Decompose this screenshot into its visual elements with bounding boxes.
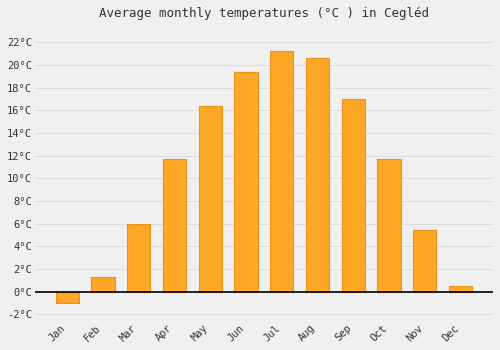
Bar: [270, 51, 293, 292]
Bar: [198, 106, 222, 292]
Bar: [378, 159, 400, 292]
Bar: [163, 159, 186, 292]
Bar: [342, 99, 365, 292]
Bar: [92, 277, 114, 292]
Bar: [127, 224, 150, 292]
Title: Average monthly temperatures (°C ) in Cegléd: Average monthly temperatures (°C ) in Ce…: [99, 7, 429, 20]
Bar: [56, 292, 79, 303]
Bar: [306, 58, 329, 292]
Bar: [449, 286, 472, 292]
Bar: [413, 230, 436, 292]
Bar: [234, 72, 258, 292]
